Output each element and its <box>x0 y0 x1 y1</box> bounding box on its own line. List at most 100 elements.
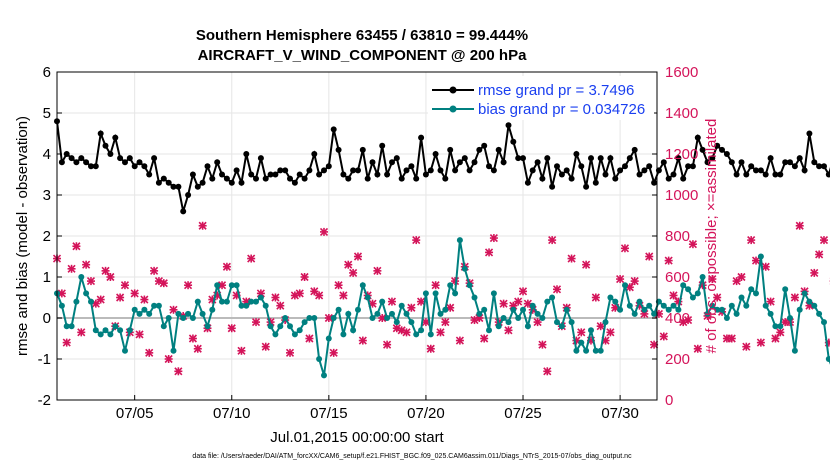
obs-marker <box>251 318 261 327</box>
rmse-point <box>316 171 323 178</box>
bias-point <box>63 323 70 330</box>
x-tick-label: 07/30 <box>601 405 639 422</box>
rmse-point <box>413 175 420 182</box>
bias-point <box>685 286 692 293</box>
rmse-point <box>816 163 823 170</box>
obs-marker <box>271 293 280 302</box>
rmse-point <box>403 167 410 174</box>
obs-marker <box>489 233 498 243</box>
rmse-point <box>670 171 677 178</box>
rmse-point <box>549 183 556 190</box>
bias-point <box>811 302 818 309</box>
x-tick-label: 07/20 <box>407 405 445 422</box>
rmse-point <box>175 183 182 190</box>
obs-marker <box>688 240 697 249</box>
legend-box <box>428 76 654 120</box>
obs-marker <box>819 236 829 245</box>
bias-point <box>588 327 594 334</box>
bias-point <box>262 302 269 309</box>
bias-point <box>301 319 308 326</box>
obs-marker <box>815 250 824 259</box>
y-left-tick-label: -1 <box>38 351 51 368</box>
rmse-point <box>636 171 643 178</box>
rmse-point <box>680 175 687 182</box>
y-right-tick-label: 200 <box>665 351 690 368</box>
obs-marker <box>334 281 343 290</box>
rmse-point <box>714 142 721 149</box>
obs-marker <box>499 299 508 308</box>
bias-point <box>393 319 400 326</box>
bias-point <box>689 294 696 301</box>
rmse-point <box>573 151 580 157</box>
rmse-point <box>602 171 609 178</box>
rmse-point <box>185 192 192 198</box>
rmse-point <box>379 142 386 149</box>
x-tick-label: 07/05 <box>116 405 154 422</box>
rmse-point <box>112 134 119 141</box>
bias-point <box>486 327 492 334</box>
obs-marker <box>184 281 193 290</box>
rmse-point <box>117 155 124 162</box>
obs-marker <box>727 334 736 343</box>
bias-point <box>146 310 153 317</box>
obs-marker <box>378 313 387 323</box>
bias-point <box>631 310 638 317</box>
bias-point <box>126 327 133 334</box>
bias-point <box>476 310 483 317</box>
y-left-tick-label: 1 <box>43 269 51 286</box>
obs-marker <box>567 254 576 263</box>
obs-marker <box>120 281 130 290</box>
obs-marker <box>484 248 494 257</box>
obs-marker <box>684 315 693 325</box>
bias-point <box>452 290 459 297</box>
rmse-point <box>505 122 512 129</box>
rmse-point <box>723 151 730 157</box>
rmse-point <box>665 175 672 182</box>
y-axis-left-label: rmse and bias (model - observation) <box>14 116 31 356</box>
rmse-point <box>306 167 313 174</box>
rmse-point <box>685 163 692 170</box>
y-right-tick-label: 400 <box>665 310 690 327</box>
obs-marker <box>533 318 542 327</box>
obs-marker <box>737 272 746 282</box>
bias-point <box>495 323 502 330</box>
bias-point <box>68 323 75 330</box>
obs-marker <box>193 344 202 353</box>
y-right-tick-label: 1600 <box>665 64 698 81</box>
bias-point <box>636 298 643 305</box>
rmse-point <box>369 159 376 166</box>
rmse-point <box>165 179 172 186</box>
rmse-point <box>432 151 439 157</box>
bias-point <box>389 310 395 317</box>
bias-point <box>287 323 293 330</box>
rmse-point <box>311 151 318 157</box>
obs-marker <box>766 297 775 306</box>
bias-point <box>762 302 769 309</box>
rmse-point <box>558 171 565 178</box>
obs-marker <box>276 301 285 310</box>
bias-point <box>821 319 827 326</box>
bias-point <box>748 286 755 293</box>
bias-point <box>277 323 284 330</box>
bias-point <box>151 302 158 309</box>
obs-marker <box>300 272 309 282</box>
rmse-point <box>141 163 148 170</box>
rmse-point <box>748 163 755 170</box>
x-tick-label: 07/10 <box>213 405 251 422</box>
bias-point <box>219 298 225 305</box>
obs-marker <box>431 281 440 290</box>
rmse-point <box>228 179 235 186</box>
legend-rmse-marker <box>449 86 457 94</box>
rmse-point <box>301 175 308 182</box>
obs-marker <box>577 328 586 337</box>
bias-point <box>549 294 556 301</box>
rmse-point <box>689 163 696 170</box>
bias-point <box>515 315 522 321</box>
bias-point <box>233 282 240 289</box>
rmse-point <box>811 159 818 166</box>
rmse-point <box>262 175 269 182</box>
bias-point <box>316 356 323 362</box>
bias-point <box>447 282 454 289</box>
obs-marker <box>552 285 562 294</box>
bias-point <box>520 306 526 313</box>
